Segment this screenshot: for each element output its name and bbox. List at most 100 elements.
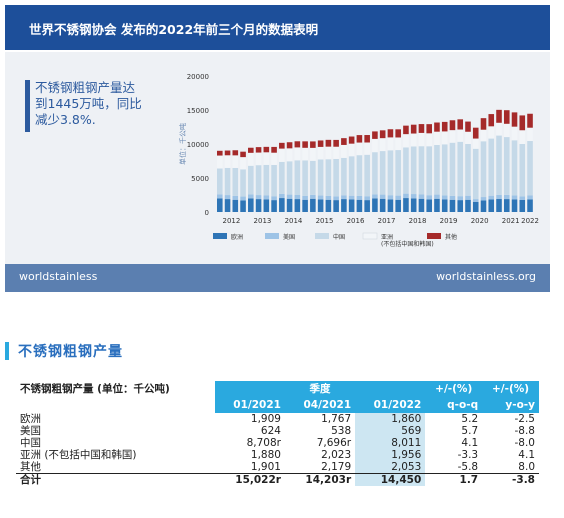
bar-segment [286,148,293,162]
bar-segment [480,118,487,130]
x-tick-label: 2019 [440,217,458,225]
bar-segment [217,194,223,199]
bar-segment [271,164,277,197]
bar-segment [240,200,246,212]
col-header-q1-2022: 01/2022 [355,397,426,413]
table-cell: 5.7 [461,425,479,437]
bar-segment [294,160,301,195]
bar-segment [263,152,270,165]
bar-segment [395,150,401,196]
bar-segment [217,198,223,212]
row-label: 中国 [20,437,41,449]
table-cell: 2,053 [355,461,426,474]
bar-segment [496,109,502,123]
bar-segment [472,148,479,200]
bar-segment [286,194,293,199]
col-header-qoq-pct: +/-(%) [425,381,483,397]
table-cell: 1,860 [355,413,426,425]
bar-segment [403,134,409,148]
bar-segment [302,147,308,161]
bar-segment [279,161,285,194]
bar-segment [356,195,363,200]
bar-segment [511,126,518,141]
bar-segment [286,198,293,212]
bar-segment [465,199,471,212]
bar-segment [263,164,270,196]
table-row: 合计 15,022r 14,203r 14,450 1.7 -3.8 [16,473,539,486]
bar-segment [457,196,464,201]
bar-segment [325,146,332,160]
bar-segment [465,195,471,200]
table-header-row-1: 不锈钢粗钢产量 (单位：千公吨) 季度 +/-(%) +/-(%) [16,381,539,397]
bar-segment [240,196,246,201]
bar-segment [527,141,533,196]
bar-segment [441,195,448,200]
bar-segment [488,199,495,212]
bar-segment [341,144,347,158]
bar-segment [480,197,487,201]
bar-segment [364,142,370,155]
bar-segment [248,165,254,195]
table-cell: 4.1 [461,437,479,449]
y-tick-label: 0 [205,209,209,217]
legend-label: 其他 [445,233,457,241]
bar-segment [503,123,510,138]
bar-segment [379,194,386,199]
legend-swatch [315,233,329,239]
bar-segment [279,142,285,149]
x-tick-label: 2017 [378,217,396,225]
table-cell: 624 [260,425,281,437]
bar-segment [426,124,432,134]
bar-segment [387,129,394,138]
bar-segment [294,195,301,200]
bar-segment [457,119,464,130]
bar-segment [441,199,448,212]
callout-accent-bar [25,80,30,132]
legend-swatch [362,232,378,240]
col-sub-yoy: y-o-y [482,397,539,413]
bar-segment [472,199,479,202]
bar-segment [403,125,409,135]
bar-segment [426,133,432,147]
bar-segment [302,160,308,196]
x-tick-label: 2021 [502,217,520,225]
table-cell: -5.8 [457,461,479,473]
bar-segment [465,131,471,144]
bar-segment [232,199,239,212]
bar-segment [232,195,239,200]
bar-segment [364,154,370,197]
bar-segment [395,199,401,212]
bar-segment [271,200,277,212]
col-header-yoy-pct: +/-(%) [482,381,539,397]
bar-segment [263,199,270,212]
bar-segment [356,155,363,196]
bar-segment [217,155,223,169]
bar-segment [441,144,448,196]
bar-segment [333,139,339,147]
table-cell: 8,708r [246,437,281,449]
bar-segment [364,200,370,212]
legend-swatch [265,233,279,239]
bar-segment [341,195,347,200]
bar-segment [325,159,332,196]
bar-segment [372,198,378,212]
bar-segment [333,158,339,197]
legend-label: 欧洲 [231,233,243,241]
bar-segment [271,196,277,201]
bar-segment [527,127,533,142]
table-cell: -3.8 [482,473,539,486]
bar-segment [519,130,526,144]
bar-segment [310,198,316,212]
row-label: 其他 [20,461,41,473]
bar-segment [317,195,324,200]
bar-segment [379,198,386,212]
bar-segment [271,152,277,165]
bar-segment [403,198,409,212]
footer-bar: worldstainless worldstainless.org [5,264,550,292]
bar-segment [434,194,440,199]
bar-segment [248,152,254,166]
table-cell: 5.2 [461,413,479,425]
bar-segment [387,150,394,196]
bar-segment [418,198,425,212]
bar-segment [302,199,308,212]
